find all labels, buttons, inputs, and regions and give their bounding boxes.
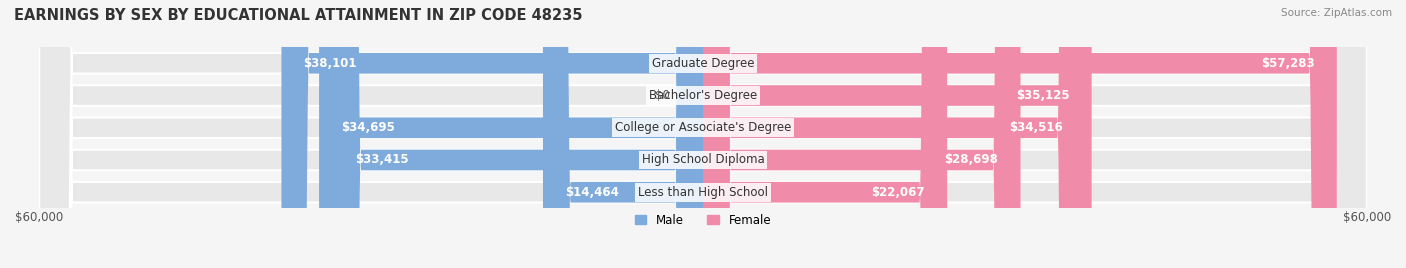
Text: $35,125: $35,125	[1017, 89, 1070, 102]
Text: $14,464: $14,464	[565, 186, 619, 199]
FancyBboxPatch shape	[39, 0, 1367, 268]
Text: EARNINGS BY SEX BY EDUCATIONAL ATTAINMENT IN ZIP CODE 48235: EARNINGS BY SEX BY EDUCATIONAL ATTAINMEN…	[14, 8, 582, 23]
Text: $33,415: $33,415	[356, 154, 409, 166]
Text: Less than High School: Less than High School	[638, 186, 768, 199]
FancyBboxPatch shape	[39, 0, 1367, 268]
FancyBboxPatch shape	[543, 0, 703, 268]
Text: $28,698: $28,698	[945, 154, 998, 166]
FancyBboxPatch shape	[703, 0, 1091, 268]
FancyBboxPatch shape	[39, 0, 1367, 268]
FancyBboxPatch shape	[703, 0, 1337, 268]
FancyBboxPatch shape	[703, 0, 1021, 268]
Text: $38,101: $38,101	[304, 57, 357, 70]
Legend: Male, Female: Male, Female	[630, 209, 776, 232]
Text: $57,283: $57,283	[1261, 57, 1315, 70]
FancyBboxPatch shape	[281, 0, 703, 268]
Text: $22,067: $22,067	[872, 186, 925, 199]
Text: $0: $0	[655, 89, 669, 102]
Text: College or Associate's Degree: College or Associate's Degree	[614, 121, 792, 134]
Text: $34,516: $34,516	[1010, 121, 1063, 134]
FancyBboxPatch shape	[39, 0, 1367, 268]
Text: $34,695: $34,695	[342, 121, 395, 134]
Text: Source: ZipAtlas.com: Source: ZipAtlas.com	[1281, 8, 1392, 18]
Text: Bachelor's Degree: Bachelor's Degree	[650, 89, 756, 102]
Text: Graduate Degree: Graduate Degree	[652, 57, 754, 70]
Text: High School Diploma: High School Diploma	[641, 154, 765, 166]
FancyBboxPatch shape	[333, 0, 703, 268]
FancyBboxPatch shape	[39, 0, 1367, 268]
FancyBboxPatch shape	[703, 0, 1085, 268]
FancyBboxPatch shape	[703, 0, 948, 268]
FancyBboxPatch shape	[319, 0, 703, 268]
